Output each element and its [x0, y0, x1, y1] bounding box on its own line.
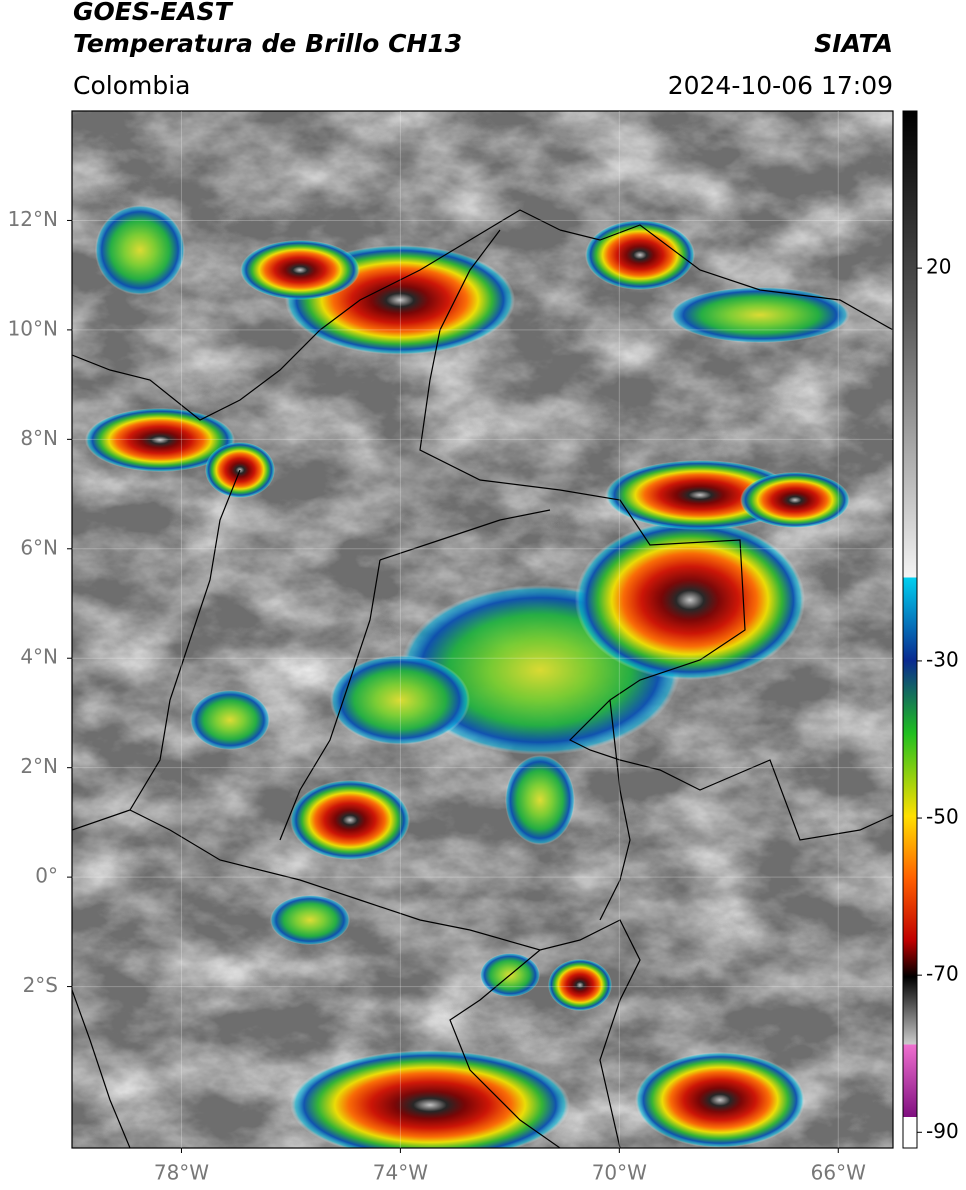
title: GOES-EAST	[73, 0, 234, 26]
satellite-image	[72, 111, 893, 1148]
region: Colombia	[73, 71, 190, 100]
y-tick-label: 6°N	[20, 535, 58, 559]
colorbar-tick-label: -30	[926, 647, 959, 671]
source: SIATA	[814, 29, 893, 58]
x-tick-label: 78°W	[154, 1161, 209, 1185]
x-tick-label: 70°W	[592, 1161, 647, 1185]
subtitle: Temperatura de Brillo CH13	[73, 29, 462, 58]
y-tick-label: 12°N	[8, 207, 58, 231]
colorbar-tick-label: 20	[926, 255, 951, 279]
colorbar-tick-label: -90	[926, 1119, 959, 1143]
colorbar-tick-label: -50	[926, 805, 959, 829]
borders	[72, 209, 893, 1148]
y-tick-label: 2°S	[23, 973, 58, 997]
x-tick-label: 74°W	[373, 1161, 428, 1185]
y-tick-label: 10°N	[8, 316, 58, 340]
map-frame	[71, 110, 894, 1149]
x-tick-label: 66°W	[811, 1161, 866, 1185]
y-tick-label: 4°N	[20, 645, 58, 669]
y-tick-label: 8°N	[20, 426, 58, 450]
y-tick-label: 2°N	[20, 754, 58, 778]
colorbar	[902, 110, 918, 1149]
y-tick-label: 0°	[35, 864, 58, 888]
timestamp: 2024-10-06 17:09	[668, 71, 893, 100]
colorbar-tick-label: -70	[926, 962, 959, 986]
